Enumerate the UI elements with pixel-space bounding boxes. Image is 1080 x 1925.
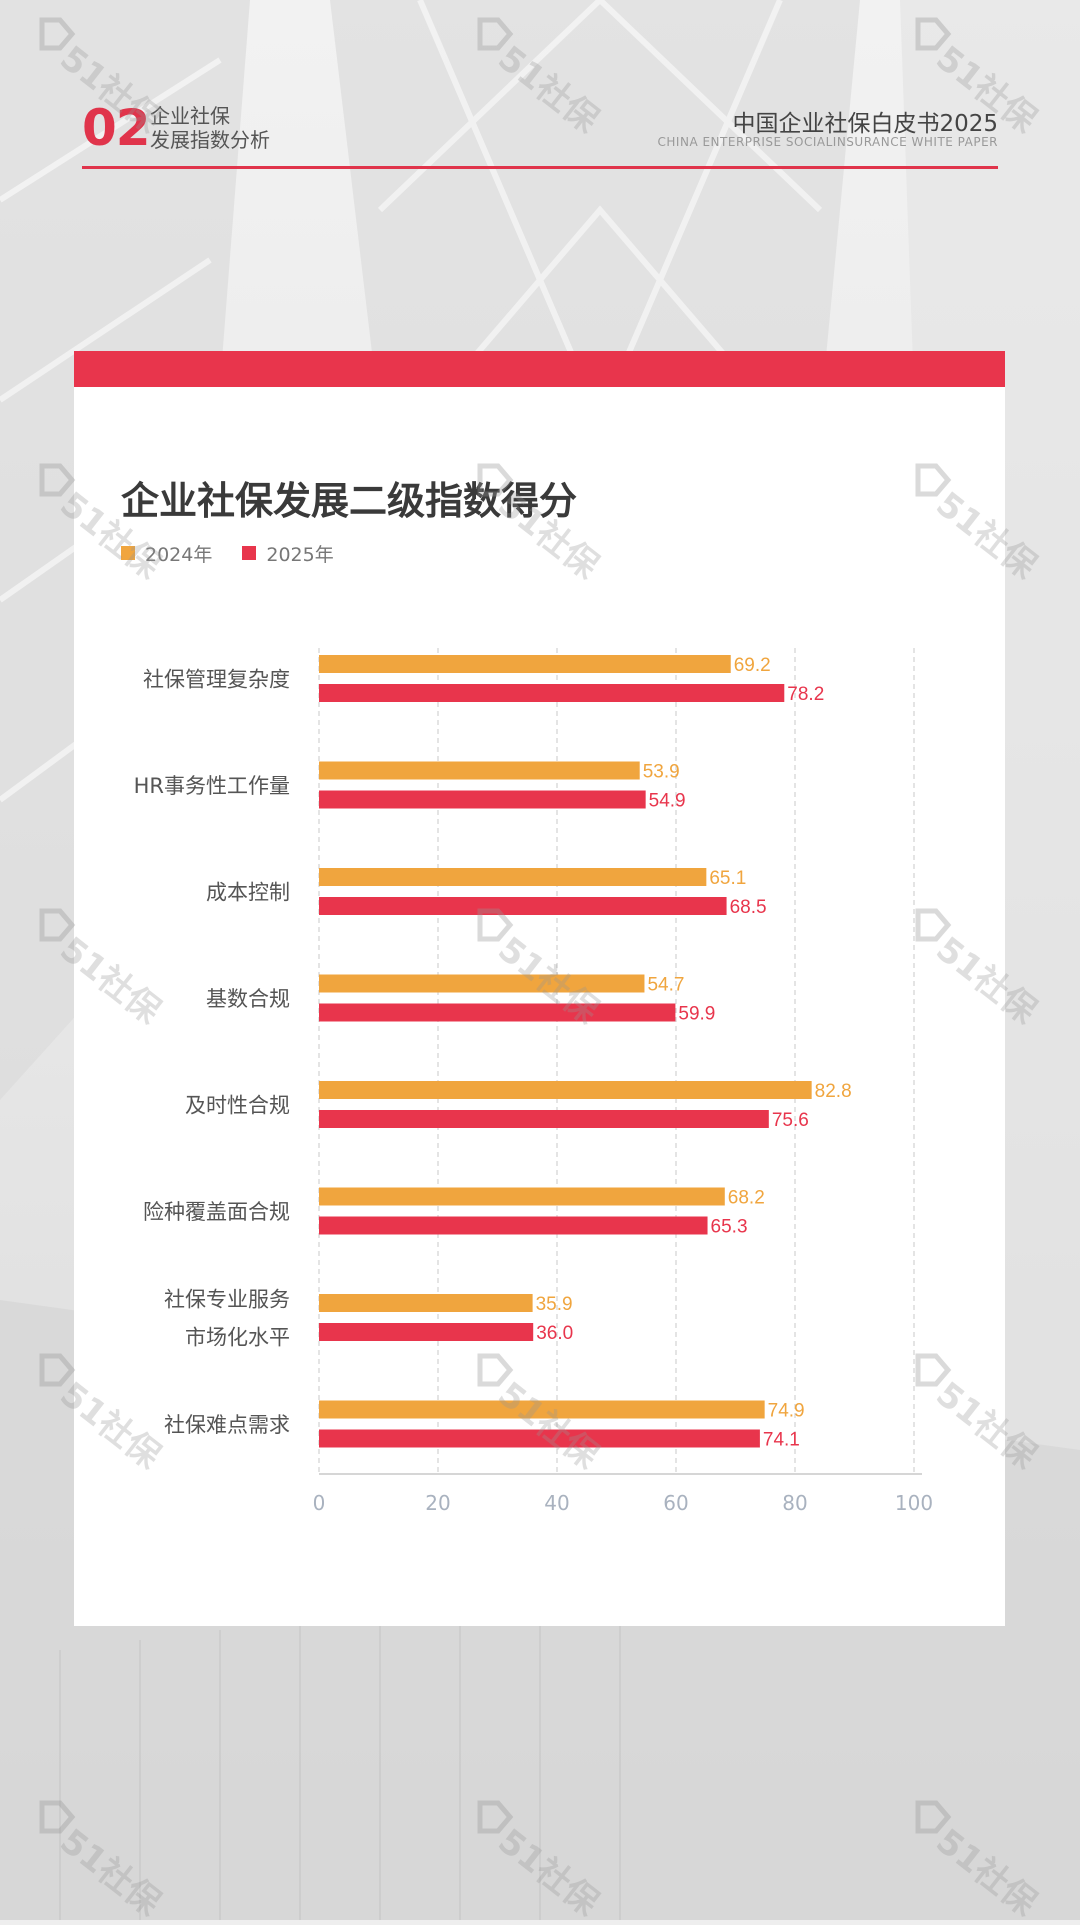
x-tick-label: 40 <box>544 1491 569 1515</box>
data-label-2025: 54.9 <box>649 791 686 812</box>
bar-2024 <box>319 1400 765 1419</box>
data-label-2024: 74.9 <box>768 1401 805 1422</box>
x-tick-label: 20 <box>425 1491 450 1515</box>
bar-2025 <box>319 1323 534 1341</box>
legend-label-2024: 2024年 <box>145 543 213 566</box>
category-label: 险种覆盖面合规 <box>143 1200 290 1224</box>
data-label-2025: 74.1 <box>763 1430 800 1451</box>
data-label-2025: 36.0 <box>536 1323 573 1344</box>
bar-2024 <box>319 974 645 993</box>
data-label-2024: 35.9 <box>536 1294 573 1315</box>
legend-label-2025: 2025年 <box>266 543 334 566</box>
data-label-2025: 59.9 <box>678 1004 715 1025</box>
legend-swatch-2024 <box>121 546 135 560</box>
section-title-line1: 企业社保 <box>150 104 230 128</box>
legend-item-2025: 2025年 <box>242 540 334 567</box>
header-divider <box>82 166 998 169</box>
bar-2024 <box>319 1187 725 1206</box>
section-title-line2: 发展指数分析 <box>150 128 270 152</box>
category-label: 及时性合规 <box>185 1094 290 1118</box>
data-label-2024: 68.2 <box>728 1188 765 1209</box>
category-label: HR事务性工作量 <box>134 774 290 798</box>
chart-title: 企业社保发展二级指数得分 <box>121 479 578 523</box>
section-title: 企业社保 发展指数分析 <box>150 104 270 152</box>
category-label: 社保难点需求 <box>164 1413 290 1437</box>
bar-2025 <box>319 790 646 809</box>
category-label: 社保管理复杂度 <box>143 668 290 692</box>
bar-2024 <box>319 1294 533 1312</box>
data-label-2024: 82.8 <box>815 1081 852 1102</box>
x-tick-label: 0 <box>313 1491 326 1515</box>
legend-swatch-2025 <box>242 546 257 560</box>
category-label: 基数合规 <box>206 987 290 1011</box>
section-number: 02 <box>82 99 151 157</box>
bar-2025 <box>319 1216 708 1235</box>
data-label-2025: 65.3 <box>711 1217 748 1238</box>
chart-legend: 2024年 2025年 <box>121 540 334 566</box>
data-label-2024: 54.7 <box>647 975 684 996</box>
report-title: 中国企业社保白皮书2025 <box>732 111 998 137</box>
bar-2025 <box>319 1003 676 1022</box>
x-tick-label: 60 <box>663 1491 688 1515</box>
bar-2025 <box>319 897 727 915</box>
data-label-2025: 78.2 <box>787 684 824 705</box>
x-tick-label: 100 <box>895 1491 933 1515</box>
bar-2025 <box>319 1429 760 1448</box>
category-label: 市场化水平 <box>185 1326 290 1350</box>
x-tick-label: 80 <box>782 1491 807 1515</box>
bar-2025 <box>319 1110 769 1128</box>
bar-2024 <box>319 1081 812 1099</box>
bar-2024 <box>319 868 707 886</box>
bar-2024 <box>319 761 640 780</box>
data-label-2024: 65.1 <box>709 868 746 889</box>
data-label-2024: 69.2 <box>734 655 771 676</box>
category-label: 成本控制 <box>206 881 290 905</box>
legend-item-2024: 2024年 <box>121 540 212 567</box>
bar-2024 <box>319 655 731 673</box>
data-label-2024: 53.9 <box>643 762 680 783</box>
data-label-2025: 75.6 <box>772 1110 809 1131</box>
report-subtitle: CHINA ENTERPRISE SOCIALINSURANCE WHITE P… <box>657 135 998 149</box>
data-label-2025: 68.5 <box>730 897 767 918</box>
card-accent-bar <box>74 351 1005 387</box>
bar-2025 <box>319 684 785 702</box>
category-label: 社保专业服务 <box>164 1288 290 1312</box>
